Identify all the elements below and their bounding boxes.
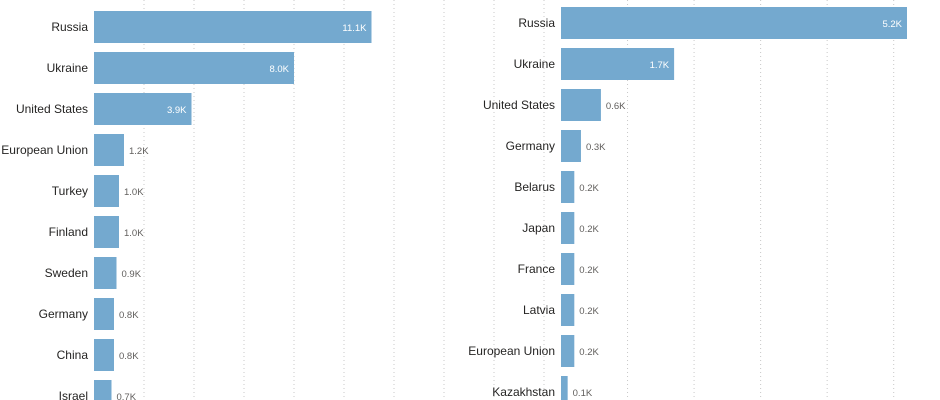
right-value-label: 0.2K: [579, 347, 599, 358]
right-category-label: European Union: [468, 344, 555, 358]
left-bar-chart: Russia 11.1K Ukraine 8.0K United States 3.9K E…: [1, 0, 545, 400]
right-bar[interactable]: [561, 294, 575, 326]
right-bar[interactable]: [561, 335, 575, 367]
right-category-label: Japan: [522, 221, 555, 235]
right-bar[interactable]: [561, 7, 907, 39]
right-bar[interactable]: [561, 171, 575, 203]
left-category-label: Germany: [39, 307, 88, 321]
right-value-label: 0.2K: [579, 306, 599, 317]
left-value-label: 0.8K: [119, 351, 139, 362]
left-bar[interactable]: [94, 216, 119, 248]
left-category-label: Finland: [49, 225, 88, 239]
left-bar[interactable]: [94, 298, 114, 330]
left-value-label: 8.0K: [269, 64, 289, 75]
left-category-label: United States: [16, 102, 88, 116]
right-value-label: 0.1K: [573, 388, 593, 399]
right-value-label: 0.3K: [586, 142, 606, 153]
right-bar[interactable]: [561, 253, 575, 285]
right-category-label: Ukraine: [514, 57, 556, 71]
right-category-label: Belarus: [514, 180, 555, 194]
right-category-label: Kazakhstan: [492, 385, 555, 399]
right-bar[interactable]: [561, 130, 581, 162]
right-category-label: Germany: [506, 139, 555, 153]
left-value-label: 3.9K: [167, 105, 187, 116]
right-value-label: 0.2K: [579, 265, 599, 276]
left-bar[interactable]: [94, 11, 372, 43]
left-bar[interactable]: [94, 134, 124, 166]
left-bar[interactable]: [94, 339, 114, 371]
left-value-label: 11.1K: [342, 23, 367, 34]
left-bar[interactable]: [94, 380, 112, 400]
right-value-label: 0.2K: [579, 224, 599, 235]
left-bar[interactable]: [94, 175, 119, 207]
right-bar[interactable]: [561, 48, 675, 80]
right-value-label: 0.2K: [579, 183, 599, 194]
right-value-label: 0.6K: [606, 101, 626, 112]
left-category-label: Turkey: [52, 184, 88, 198]
left-value-label: 1.0K: [124, 228, 144, 239]
left-category-label: China: [57, 348, 89, 362]
left-value-label: 0.7K: [117, 392, 137, 400]
left-category-label: Israel: [59, 389, 88, 400]
left-value-label: 1.0K: [124, 187, 144, 198]
right-category-label: France: [518, 262, 556, 276]
right-category-label: United States: [483, 98, 555, 112]
left-bar[interactable]: [94, 52, 294, 84]
left-value-label: 0.8K: [119, 310, 139, 321]
left-value-label: 0.9K: [122, 269, 142, 280]
left-category-label: Sweden: [45, 266, 88, 280]
right-bar[interactable]: [561, 376, 568, 400]
right-value-label: 1.7K: [650, 60, 670, 71]
right-bar-chart: Russia 5.2K Ukraine 1.7K United States 0.6K Ge…: [468, 0, 907, 400]
right-category-label: Latvia: [523, 303, 555, 317]
left-category-label: Russia: [51, 20, 88, 34]
right-bar[interactable]: [561, 89, 601, 121]
left-category-label: European Union: [1, 143, 88, 157]
left-value-label: 1.2K: [129, 146, 149, 157]
right-value-label: 5.2K: [882, 19, 902, 30]
left-category-label: Ukraine: [47, 61, 89, 75]
right-category-label: Russia: [518, 16, 555, 30]
right-bar[interactable]: [561, 212, 575, 244]
left-bar[interactable]: [94, 257, 117, 289]
left-bar[interactable]: [94, 93, 192, 125]
